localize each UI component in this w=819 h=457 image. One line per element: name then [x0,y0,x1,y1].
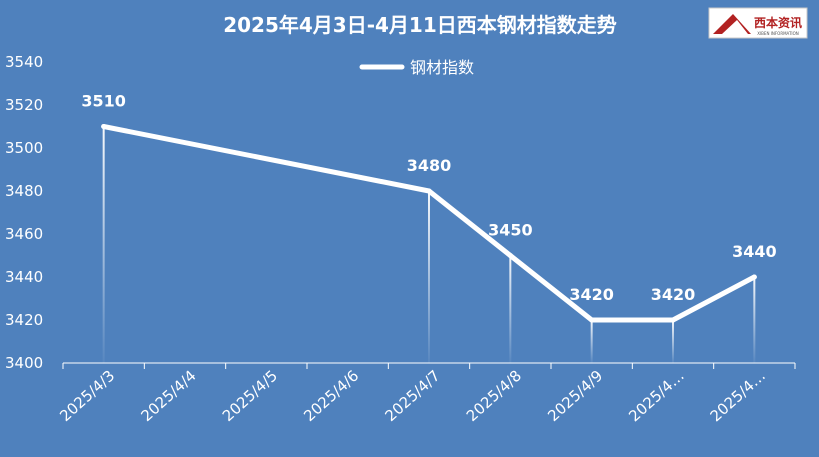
legend-label: 钢材指数 [410,58,474,77]
logo-subtext: XIBEN INFORMATION [757,31,799,36]
data-label: 3510 [81,92,126,111]
x-tick-label: 2025/4/9 [544,367,606,425]
x-tick-label: 2025/4/8 [463,367,525,425]
y-tick-label: 3520 [5,96,43,114]
chart-title: 2025年4月3日-4月11日西本钢材指数走势 [223,13,617,37]
drop-line [672,320,674,363]
y-tick-label: 3460 [5,225,43,243]
data-point [507,253,513,258]
logo: 西本资讯 XIBEN INFORMATION [708,7,808,39]
y-tick-label: 3420 [5,311,43,329]
x-tick-label: 2025/4/3 [56,367,118,425]
data-labels: 3510 3480 3450 3420 3420 3440 [81,92,776,305]
data-point [426,188,432,194]
x-tick-label: 2025/4/5 [219,367,281,425]
data-label: 3440 [732,242,777,261]
data-point [751,274,757,280]
legend: 钢材指数 [359,58,474,77]
x-tick-label: 2025/4… [625,367,687,426]
x-tick-label: 2025/4/4 [138,367,200,425]
y-tick-label: 3500 [5,139,43,157]
x-axis: 2025/4/3 2025/4/4 2025/4/5 2025/4/6 2025/4/7… [56,362,796,426]
data-point [670,317,676,323]
x-tick-label: 2025/4/6 [300,367,362,425]
x-tick-label: 2025/4/7 [382,367,444,425]
y-tick-label: 3540 [5,53,43,71]
drop-line [753,277,756,363]
x-tick-label: 2025/4… [707,367,769,426]
series-line [101,124,757,323]
data-point [101,124,107,129]
y-tick-label: 3400 [5,354,43,372]
data-label: 3420 [569,285,614,304]
y-tick-label: 3440 [5,268,43,286]
drop-line [102,126,105,363]
y-axis: 3400 3420 3440 3460 3480 3500 3520 3540 [5,53,43,372]
y-tick-label: 3480 [5,182,43,200]
data-label: 3420 [651,285,696,304]
drop-line [509,255,512,363]
drop-lines [102,126,756,363]
logo-text: 西本资讯 [754,15,802,30]
drop-line [590,320,593,363]
drop-line [428,191,430,363]
data-point [589,317,595,323]
series [101,124,757,323]
data-label: 3480 [407,156,452,175]
data-label: 3450 [488,221,533,240]
